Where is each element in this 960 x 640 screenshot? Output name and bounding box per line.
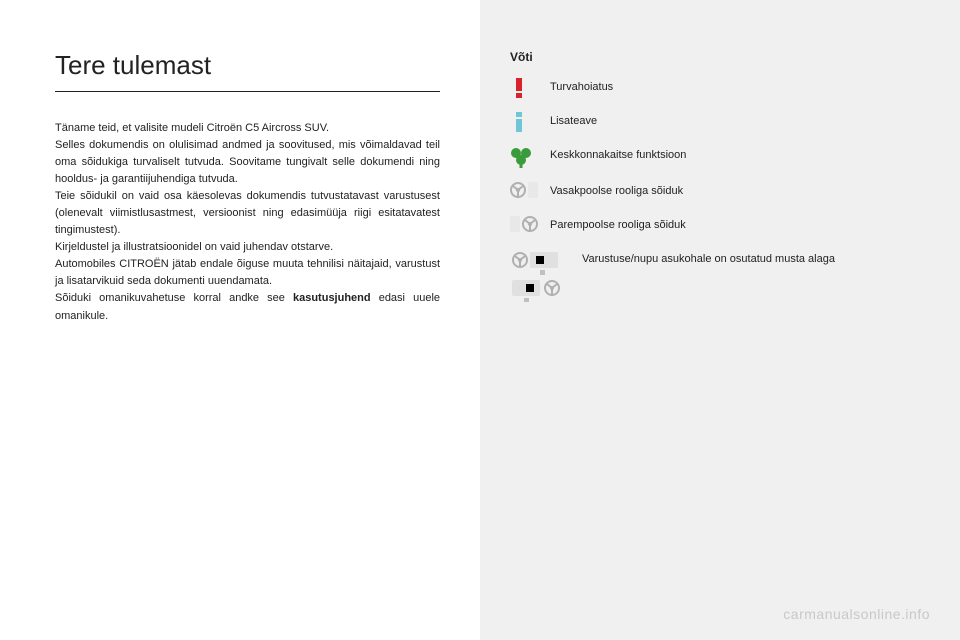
body-paragraph: Täname teid, et valisite mudeli Citroën … bbox=[55, 120, 440, 325]
title-underline bbox=[55, 91, 440, 92]
legend-label: Keskkonnakaitse funktsioon bbox=[550, 146, 686, 163]
legend-row-wheel-right: Parempoolse rooliga sõiduk bbox=[510, 216, 930, 236]
legend-row-warning: Turvahoiatus bbox=[510, 78, 930, 98]
body-text-main: Täname teid, et valisite mudeli Citroën … bbox=[55, 122, 440, 304]
legend-row-eco: Keskkonnakaitse funktsioon bbox=[510, 146, 930, 168]
body-text-bold: kasutusjuhend bbox=[293, 292, 371, 304]
left-column: Tere tulemast Täname teid, et valisite m… bbox=[0, 0, 480, 640]
wheel-left-icon bbox=[510, 182, 550, 202]
warning-icon bbox=[510, 78, 550, 98]
legend-label: Turvahoiatus bbox=[550, 78, 613, 95]
legend-panel: Võti Turvahoiatus Lisateave bbox=[480, 0, 960, 640]
legend-label: Vasakpoolse rooliga sõiduk bbox=[550, 182, 683, 199]
legend-label: Parempoolse rooliga sõiduk bbox=[550, 216, 686, 233]
wheel-right-icon bbox=[510, 216, 550, 236]
page-title: Tere tulemast bbox=[55, 50, 440, 81]
eco-icon bbox=[510, 146, 550, 168]
watermark: carmanualsonline.info bbox=[783, 606, 930, 622]
legend-row-location: Varustuse/nupu asukohale on osutatud mus… bbox=[510, 250, 930, 302]
page: Tere tulemast Täname teid, et valisite m… bbox=[0, 0, 960, 640]
info-icon bbox=[510, 112, 550, 132]
legend-label: Lisateave bbox=[550, 112, 597, 129]
legend-title: Võti bbox=[510, 50, 930, 64]
legend-row-wheel-left: Vasakpoolse rooliga sõiduk bbox=[510, 182, 930, 202]
dashboard-location-icon bbox=[510, 250, 582, 302]
legend-row-info: Lisateave bbox=[510, 112, 930, 132]
legend-label: Varustuse/nupu asukohale on osutatud mus… bbox=[582, 250, 835, 267]
